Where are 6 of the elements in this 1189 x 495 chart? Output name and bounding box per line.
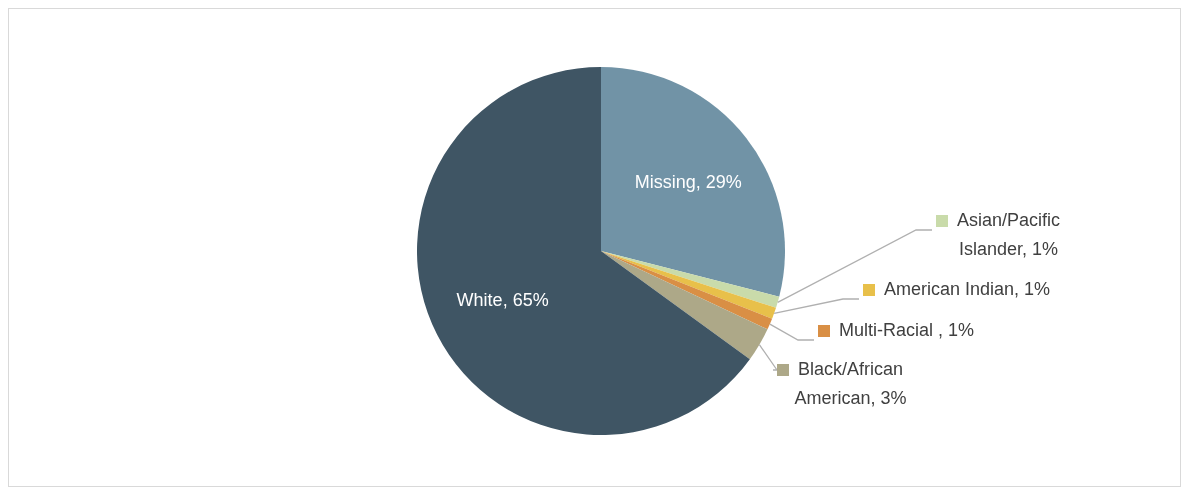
slice-label: Missing, 29%	[634, 172, 742, 193]
legend-label: Multi-Racial , 1%	[839, 319, 975, 340]
slice-label: White, 65%	[456, 290, 549, 311]
legend-label: Black/African American, 3%	[794, 358, 907, 408]
legend-label: American Indian, 1%	[884, 278, 1051, 299]
legend-label: Asian/Pacific Islander, 1%	[957, 209, 1061, 259]
